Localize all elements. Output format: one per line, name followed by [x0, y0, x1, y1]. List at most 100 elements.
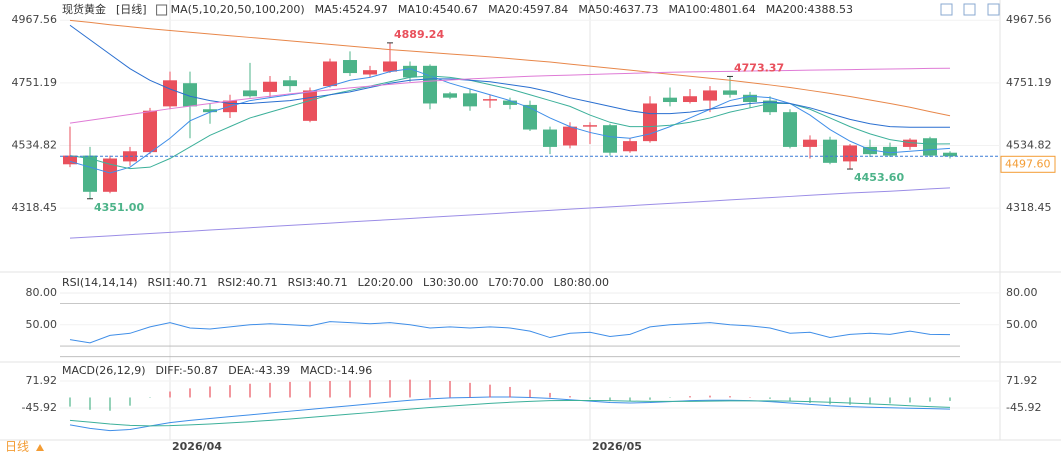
candle-body	[663, 97, 677, 103]
candle-body	[263, 81, 277, 92]
candle-body	[163, 80, 177, 107]
y-tick-label: 4534.82	[12, 139, 58, 152]
series-line	[69, 19, 951, 117]
legend-entry: RSI(14,14,14)	[62, 276, 137, 289]
candle-body	[143, 110, 157, 153]
candle-body	[843, 145, 857, 162]
annotation: 4773.37	[734, 61, 784, 74]
y-tick-label-right: 4967.56	[1006, 13, 1052, 26]
candle-body	[83, 155, 97, 192]
candle-body	[503, 100, 517, 105]
period-arrow[interactable]	[36, 444, 44, 451]
candle-body	[743, 94, 757, 103]
candle-body	[183, 83, 197, 107]
candle-body	[783, 112, 797, 147]
candle-body	[903, 139, 917, 147]
candle-body	[343, 60, 357, 74]
legend-entry: MA10:4540.67	[398, 3, 478, 16]
y-tick-label: 4967.56	[12, 13, 58, 26]
annotation: 4453.60	[854, 171, 904, 184]
candle-body	[923, 138, 937, 156]
candle-body	[63, 155, 77, 165]
candle-body	[723, 90, 737, 95]
candle-body	[303, 90, 317, 121]
candle-body	[203, 109, 217, 113]
y-tick-label-right: 50.00	[1006, 318, 1038, 331]
legend-entry: MA20:4597.84	[488, 3, 568, 16]
y-tick-label-right: 4751.19	[1006, 76, 1052, 89]
icon-grid[interactable]	[940, 3, 953, 16]
candle-body	[883, 146, 897, 156]
legend-entry: MACD(26,12,9)	[62, 364, 146, 377]
candle-body	[943, 152, 957, 157]
annotation: 4889.24	[394, 28, 444, 41]
legend-entry: MA(5,10,20,50,100,200)	[171, 3, 305, 16]
x-tick-label: 2026/04	[172, 440, 222, 453]
candle-body	[523, 104, 537, 130]
y-tick-label: 4318.45	[12, 201, 58, 214]
candle-body	[463, 93, 477, 107]
candle-body	[703, 90, 717, 101]
legend-entry: [日线]	[116, 2, 147, 16]
candle-body	[863, 146, 877, 155]
legend-entry: MA50:4637.73	[578, 3, 658, 16]
y-tick-label-right: 80.00	[1006, 286, 1038, 299]
legend-entry: MA100:4801.64	[669, 3, 756, 16]
legend-entry: RSI3:40.71	[288, 276, 348, 289]
candle-body	[103, 158, 117, 192]
candle-body	[683, 96, 697, 103]
icon-restore[interactable]	[963, 3, 976, 16]
y-tick-label: 80.00	[26, 286, 58, 299]
candle-body	[383, 61, 397, 72]
legend-entry: L70:70.00	[488, 276, 543, 289]
candle-body	[823, 139, 837, 163]
candle-body	[563, 126, 577, 146]
annotation: 4351.00	[94, 201, 144, 214]
candle-body	[243, 90, 257, 97]
window-icons	[940, 3, 1000, 16]
candle-body	[403, 65, 417, 78]
legend-entry: DEA:-43.39	[228, 364, 290, 377]
icon-close[interactable]	[987, 3, 1000, 16]
period-footer[interactable]: 日线	[5, 440, 29, 454]
candle-body	[323, 61, 337, 87]
candle-body	[583, 125, 597, 127]
legend-entry: RSI2:40.71	[218, 276, 278, 289]
y-tick-label: 50.00	[26, 318, 58, 331]
series-line	[69, 24, 951, 128]
y-tick-label-right: 4318.45	[1006, 201, 1052, 214]
series-line	[69, 67, 951, 124]
candle-body	[763, 100, 777, 113]
candle-body	[643, 103, 657, 142]
y-tick-label: 4751.19	[12, 76, 58, 89]
y-tick-label-right: 4534.82	[1006, 139, 1052, 152]
legend-entry: MA200:4388.53	[766, 3, 853, 16]
series-line	[69, 399, 951, 427]
candle-body	[423, 65, 437, 104]
legend-entry: MACD:-14.96	[300, 364, 372, 377]
x-tick-label: 2026/05	[592, 440, 642, 453]
candle-body	[803, 139, 817, 147]
candle-body	[623, 141, 637, 152]
candle-body	[283, 80, 297, 87]
legend-entry: L20:20.00	[358, 276, 413, 289]
y-tick-label: 71.92	[26, 374, 58, 387]
series-line	[69, 187, 951, 239]
series-line	[69, 68, 951, 174]
candle-body	[443, 93, 457, 98]
y-tick-label: -45.92	[22, 401, 57, 414]
last-price-label: 4497.60	[1005, 157, 1051, 170]
candle-body	[363, 70, 377, 75]
series-line	[69, 75, 951, 170]
legend-entry: L30:30.00	[423, 276, 478, 289]
candle-body	[543, 129, 557, 147]
legend-entry: MA5:4524.97	[315, 3, 388, 16]
legend-entry: L80:80.00	[554, 276, 609, 289]
indicator-icon	[156, 4, 168, 16]
legend-entry: RSI1:40.71	[147, 276, 207, 289]
y-tick-label-right: 71.92	[1006, 374, 1038, 387]
header-title: 现货黄金	[62, 2, 106, 16]
y-tick-label-right: -45.92	[1006, 401, 1041, 414]
series-line	[69, 321, 951, 344]
